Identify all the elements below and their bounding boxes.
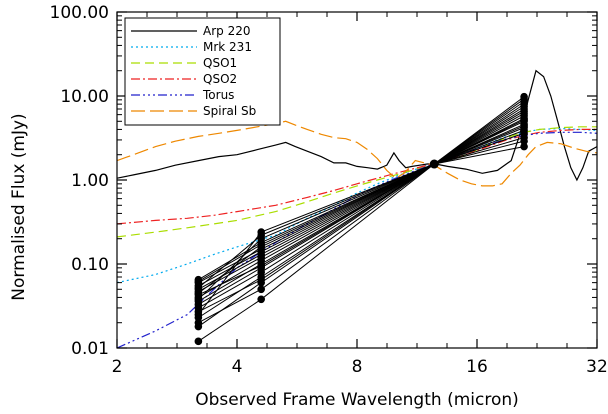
- legend: Arp 220 Mrk 231 QSO1 QSO2 Torus Spiral Sb: [124, 17, 281, 126]
- x-tick-label: 4: [232, 357, 243, 377]
- source-data-point: [520, 116, 528, 124]
- x-tick-label: 32: [586, 357, 608, 377]
- series-line-qso1: [117, 126, 597, 238]
- source-data-point: [257, 262, 265, 270]
- legend-box: [124, 17, 281, 126]
- legend-label: Spiral Sb: [203, 104, 256, 118]
- source-data-point: [520, 122, 528, 130]
- source-data-point: [257, 243, 265, 251]
- source-data-point: [520, 142, 528, 151]
- source-sed-line: [198, 119, 525, 294]
- source-data-point: [257, 275, 265, 284]
- source-data-point: [257, 285, 265, 294]
- x-tick-label: 8: [352, 357, 363, 377]
- plot-area: [117, 69, 597, 348]
- source-sed-line: [198, 137, 525, 324]
- y-tick-label: 0.10: [71, 255, 109, 275]
- source-data-point: [194, 284, 203, 292]
- source-sed-line: [198, 127, 525, 309]
- source-sed-line: [198, 132, 525, 319]
- y-tick-label: 100.00: [50, 3, 109, 23]
- source-sed-line: [198, 120, 525, 302]
- source-sed-line: [198, 123, 525, 305]
- y-axis-title: Normalised Flux (mJy): [9, 113, 29, 300]
- source-data-point: [194, 337, 203, 346]
- legend-label: QSO1: [203, 56, 237, 70]
- source-sed-line: [198, 103, 525, 282]
- x-tick-label: 2: [112, 357, 123, 377]
- axes: 2 4 8 16 32 0.01 0.10 1.00 10.00 100.00: [50, 3, 608, 377]
- x-axis-title: Observed Frame Wavelength (micron): [195, 390, 519, 410]
- source-data-point: [194, 295, 203, 304]
- source-data-point: [520, 92, 528, 101]
- source-sed-line: [198, 118, 525, 298]
- legend-label: Torus: [202, 88, 234, 102]
- source-sed-line: [198, 96, 525, 289]
- pivot-point: [429, 159, 439, 169]
- source-sed-line: [198, 140, 525, 327]
- source-sed-line: [197, 125, 525, 315]
- legend-label: Mrk 231: [203, 40, 252, 54]
- source-sed-line: [198, 146, 525, 342]
- legend-label: QSO2: [203, 72, 237, 86]
- source-sed-line: [198, 110, 525, 290]
- x-tick-label: 16: [466, 357, 488, 377]
- source-data-point: [194, 310, 203, 319]
- source-sed-line: [198, 106, 525, 284]
- source-data-point: [194, 275, 203, 284]
- source-sed-line: [198, 115, 525, 296]
- source-sed-line: [198, 129, 525, 313]
- series-line-torus: [117, 131, 597, 348]
- series-line-arp-220: [117, 69, 597, 182]
- source-sed-line: [198, 98, 525, 300]
- source-data-point: [257, 295, 265, 304]
- source-data-point: [194, 289, 203, 297]
- source-sed-line: [198, 113, 525, 292]
- y-tick-label: 1.00: [71, 171, 109, 191]
- source-data-point: [257, 228, 265, 236]
- y-tick-label: 10.00: [60, 87, 109, 107]
- legend-label: Arp 220: [203, 24, 250, 38]
- y-tick-label: 0.01: [71, 339, 109, 359]
